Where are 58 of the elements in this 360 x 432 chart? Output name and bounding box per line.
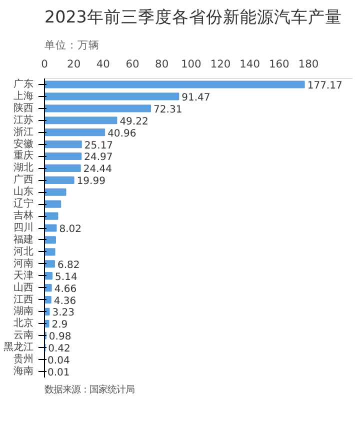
- y-tick-label: 江苏: [14, 114, 34, 126]
- y-tick-label: 河北: [14, 245, 34, 258]
- data-label: 177.17: [307, 80, 342, 92]
- y-tick-label: 河南: [14, 257, 34, 270]
- data-label: 4.36: [54, 296, 76, 307]
- data-label: 72.31: [154, 104, 182, 116]
- y-tick-label: 北京: [14, 317, 34, 330]
- data-label: 5.14: [55, 272, 78, 283]
- data-label: 25.17: [84, 140, 114, 152]
- x-tick-label: 140: [240, 58, 260, 70]
- y-tick-label: 重庆: [14, 150, 34, 162]
- x-tick-label: 60: [126, 58, 140, 70]
- y-tick-label: 安徽: [14, 138, 34, 150]
- y-tick-label: 贵州: [14, 353, 34, 366]
- data-label: 2.9: [52, 320, 68, 331]
- data-label: 0.01: [48, 368, 70, 379]
- chart-subtitle: 单位：万辆: [44, 38, 100, 52]
- data-label: 24.44: [83, 164, 112, 176]
- y-tick-label: 湖南: [14, 305, 34, 318]
- y-tick-label: 辽宁: [14, 198, 34, 210]
- y-tick-label: 陕西: [14, 102, 34, 114]
- data-label: 24.97: [84, 152, 113, 164]
- data-label: 3.23: [52, 308, 75, 319]
- data-label: 8.02: [59, 224, 82, 235]
- x-tick-label: 160: [268, 58, 290, 70]
- y-tick-label: 云南: [14, 329, 34, 342]
- y-tick-label: 湖北: [14, 162, 34, 174]
- y-tick-label: 天津: [14, 269, 34, 282]
- x-tick-label: 40: [96, 58, 110, 70]
- y-tick-label: 海南: [14, 365, 34, 378]
- data-label: 0.42: [48, 344, 70, 355]
- y-tick-label: 江西: [14, 293, 34, 306]
- x-tick-label: 0: [41, 58, 48, 70]
- data-label: 0.98: [48, 332, 72, 343]
- y-tick-label: 山西: [14, 281, 34, 294]
- data-label: 91.47: [182, 92, 210, 104]
- x-tick-label: 100: [180, 58, 202, 70]
- data-label: 49.22: [120, 116, 148, 128]
- x-tick-label: 80: [155, 58, 169, 70]
- data-label: 4.66: [54, 284, 77, 295]
- y-tick-label: 四川: [14, 222, 34, 234]
- y-tick-label: 黑龙江: [4, 341, 34, 354]
- x-tick-label: 20: [67, 58, 81, 70]
- y-tick-label: 广东: [14, 78, 34, 90]
- y-tick-label: 吉林: [14, 210, 34, 222]
- y-tick-label: 上海: [14, 90, 34, 102]
- y-tick-label: 浙江: [14, 126, 34, 138]
- chart-title: 2023年前三季度各省份新能源汽车产量: [44, 8, 342, 26]
- source-note: 数据来源：国家统计局: [44, 384, 134, 396]
- data-label: 0.04: [48, 356, 70, 367]
- data-label: 6.82: [58, 260, 80, 271]
- data-label: 19.99: [76, 176, 106, 188]
- y-tick-label: 广西: [14, 174, 34, 186]
- data-label: 40.96: [108, 128, 136, 140]
- x-tick-label: 120: [210, 58, 231, 70]
- y-tick-label: 福建: [14, 233, 34, 246]
- x-tick-label: 180: [298, 58, 319, 70]
- y-tick-label: 山东: [14, 186, 34, 198]
